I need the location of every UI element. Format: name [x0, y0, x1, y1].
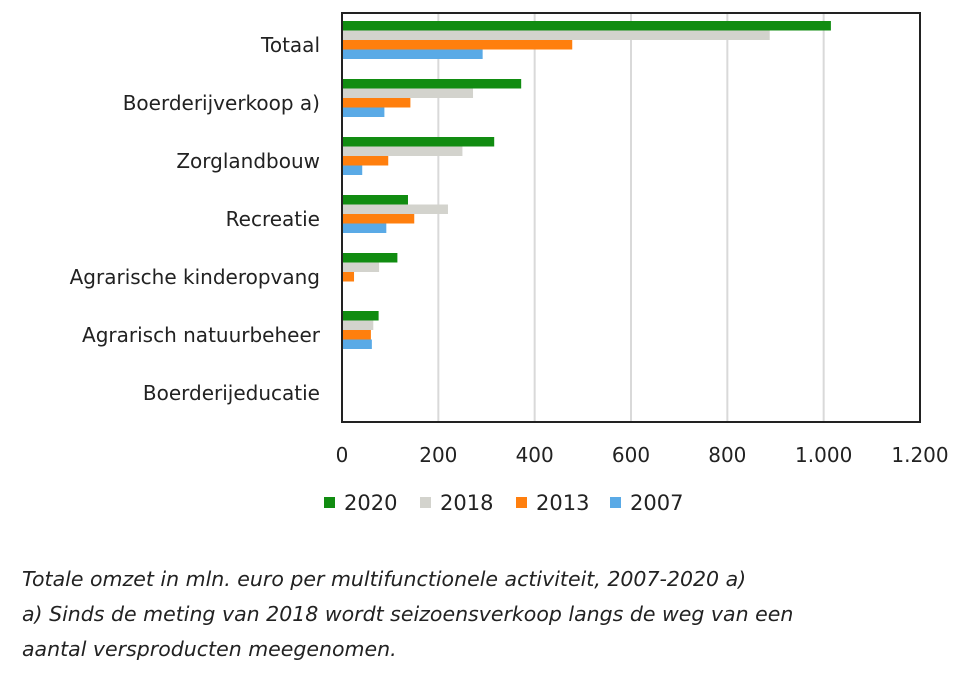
legend: 2020 2018 2013 2007 — [324, 491, 683, 515]
category-label: Totaal — [260, 33, 320, 57]
bar — [342, 156, 389, 166]
bar — [342, 320, 374, 330]
bar — [342, 262, 380, 272]
bar — [342, 204, 448, 214]
caption-title: Totale omzet in mln. euro per multifunct… — [22, 567, 747, 591]
bar — [342, 107, 385, 117]
bar — [342, 165, 363, 175]
x-tick-label: 200 — [419, 443, 457, 467]
bar-chart: Totaal Boerderijverkoop a) Zorglandbouw Rec… — [70, 12, 949, 515]
category-labels: Totaal Boerderijverkoop a) Zorglandbouw Rec… — [70, 33, 321, 405]
x-tick-labels: 0 200 400 600 800 1.000 1.200 — [336, 443, 949, 467]
bar — [342, 195, 408, 205]
x-tick-label: 0 — [336, 443, 349, 467]
category-label: Recreatie — [226, 207, 320, 231]
bar — [342, 330, 371, 340]
x-tick-label: 1.200 — [891, 443, 948, 467]
plot-frame — [341, 12, 921, 423]
chart-caption: Totale omzet in mln. euro per multifunct… — [22, 562, 793, 667]
x-tick-label: 1.000 — [795, 443, 852, 467]
legend-label: 2013 — [536, 491, 589, 515]
bar — [342, 253, 398, 263]
bar — [342, 88, 474, 98]
x-tick-label: 600 — [612, 443, 650, 467]
legend-label: 2020 — [344, 491, 397, 515]
legend-label: 2007 — [630, 491, 683, 515]
bar — [342, 214, 415, 224]
category-label: Boerderijverkoop a) — [123, 91, 320, 115]
legend-swatch — [516, 497, 527, 508]
bar — [342, 137, 495, 147]
legend-swatch — [420, 497, 431, 508]
bars — [342, 21, 831, 407]
bar — [342, 146, 463, 156]
category-label: Agrarische kinderopvang — [70, 265, 320, 289]
bar — [342, 30, 770, 40]
bar — [342, 272, 355, 282]
legend-swatch — [324, 497, 335, 508]
bar — [342, 79, 522, 89]
bar — [342, 21, 831, 31]
gridlines — [437, 13, 825, 422]
x-tick-label: 400 — [516, 443, 554, 467]
bar — [342, 40, 573, 50]
legend-label: 2018 — [440, 491, 493, 515]
caption-footnote-line-2: aantal versproducten meegenomen. — [22, 637, 397, 661]
caption-footnote-line-1: a) Sinds de meting van 2018 wordt seizoe… — [22, 602, 794, 626]
bar — [342, 339, 372, 349]
x-tick-label: 800 — [708, 443, 746, 467]
category-label: Zorglandbouw — [176, 149, 320, 173]
legend-swatch — [610, 497, 621, 508]
category-label: Boerderijeducatie — [143, 381, 320, 405]
category-label: Agrarisch natuurbeheer — [82, 323, 321, 347]
bar — [342, 311, 379, 321]
bar — [342, 98, 411, 108]
bar — [342, 49, 483, 59]
bar — [342, 223, 387, 233]
